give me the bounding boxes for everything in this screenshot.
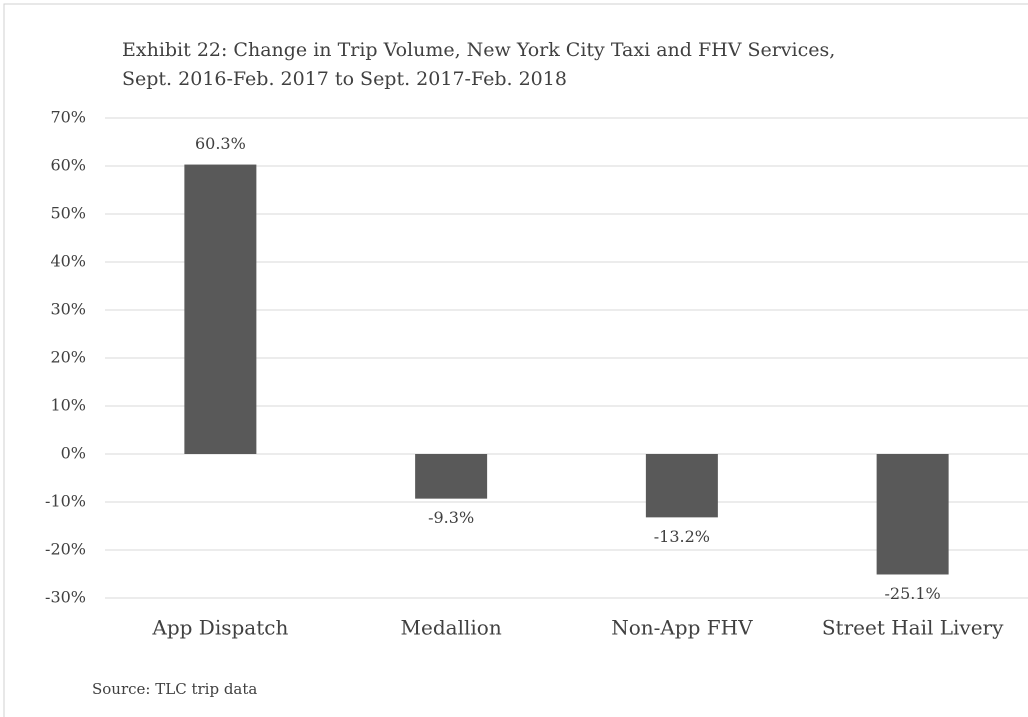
x-tick-label: Medallion [401, 616, 502, 640]
y-tick-label: -30% [45, 588, 86, 607]
data-label: -9.3% [428, 508, 474, 527]
chart-title: Exhibit 22: Change in Trip Volume, New Y… [122, 39, 835, 61]
x-tick-label: App Dispatch [151, 616, 288, 640]
chart-title: Sept. 2016-Feb. 2017 to Sept. 2017-Feb. … [122, 68, 567, 90]
data-label: -13.2% [654, 527, 710, 546]
y-tick-label: 60% [50, 156, 86, 175]
bar [645, 454, 718, 518]
data-label: 60.3% [195, 134, 246, 153]
data-label: -25.1% [885, 584, 941, 603]
x-tick-label: Street Hail Livery [822, 616, 1004, 640]
bar [184, 164, 257, 454]
chart-frame [3, 3, 1028, 717]
y-tick-label: -20% [45, 540, 86, 559]
y-tick-label: 30% [50, 300, 86, 319]
y-tick-label: 70% [50, 108, 86, 127]
y-tick-label: 0% [61, 444, 86, 463]
y-tick-label: 40% [50, 252, 86, 271]
source-note: Source: TLC trip data [92, 680, 257, 698]
y-tick-label: -10% [45, 492, 86, 511]
bar [876, 454, 949, 575]
y-tick-label: 50% [50, 204, 86, 223]
y-tick-label: 20% [50, 348, 86, 367]
bar [415, 454, 488, 499]
x-tick-label: Non-App FHV [611, 616, 753, 640]
y-tick-label: 10% [50, 396, 86, 415]
